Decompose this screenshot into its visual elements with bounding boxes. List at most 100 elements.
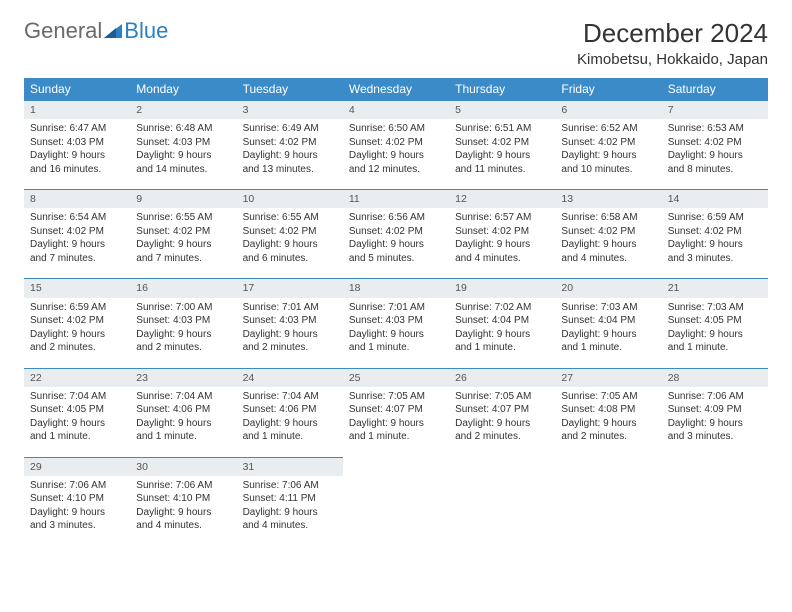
sunset-line: Sunset: 4:02 PM	[243, 225, 337, 239]
daylight-line: Daylight: 9 hours and 2 minutes.	[136, 328, 230, 355]
calendar-cell: 18Sunrise: 7:01 AMSunset: 4:03 PMDayligh…	[343, 278, 449, 367]
sunset-line: Sunset: 4:06 PM	[243, 403, 337, 417]
sunrise-line: Sunrise: 6:51 AM	[455, 122, 549, 136]
daylight-line: Daylight: 9 hours and 1 minute.	[349, 328, 443, 355]
sunrise-line: Sunrise: 7:06 AM	[30, 479, 124, 493]
sunset-line: Sunset: 4:04 PM	[455, 314, 549, 328]
weekday-header: Saturday	[662, 78, 768, 100]
header: General Blue December 2024 Kimobetsu, Ho…	[24, 18, 768, 68]
day-number: 22	[24, 368, 130, 387]
sunrise-line: Sunrise: 6:56 AM	[349, 211, 443, 225]
logo: General Blue	[24, 18, 168, 44]
sunset-line: Sunset: 4:02 PM	[561, 136, 655, 150]
day-body: Sunrise: 6:55 AMSunset: 4:02 PMDaylight:…	[130, 208, 236, 278]
sunrise-line: Sunrise: 6:57 AM	[455, 211, 549, 225]
sunset-line: Sunset: 4:02 PM	[30, 225, 124, 239]
title-block: December 2024 Kimobetsu, Hokkaido, Japan	[577, 18, 768, 68]
sunset-line: Sunset: 4:02 PM	[668, 225, 762, 239]
sunrise-line: Sunrise: 7:03 AM	[561, 301, 655, 315]
sunrise-line: Sunrise: 7:04 AM	[136, 390, 230, 404]
day-body: Sunrise: 7:05 AMSunset: 4:07 PMDaylight:…	[449, 387, 555, 457]
day-number: 17	[237, 278, 343, 297]
sunrise-line: Sunrise: 7:05 AM	[349, 390, 443, 404]
sunrise-line: Sunrise: 7:06 AM	[243, 479, 337, 493]
calendar-cell: 22Sunrise: 7:04 AMSunset: 4:05 PMDayligh…	[24, 368, 130, 457]
calendar-cell: 31Sunrise: 7:06 AMSunset: 4:11 PMDayligh…	[237, 457, 343, 546]
sunrise-line: Sunrise: 6:49 AM	[243, 122, 337, 136]
sunrise-line: Sunrise: 7:06 AM	[668, 390, 762, 404]
day-body: Sunrise: 7:06 AMSunset: 4:11 PMDaylight:…	[237, 476, 343, 546]
day-number: 2	[130, 100, 236, 119]
sunrise-line: Sunrise: 7:06 AM	[136, 479, 230, 493]
sunset-line: Sunset: 4:02 PM	[30, 314, 124, 328]
day-number: 10	[237, 189, 343, 208]
calendar-row: 1Sunrise: 6:47 AMSunset: 4:03 PMDaylight…	[24, 100, 768, 189]
calendar-cell: 15Sunrise: 6:59 AMSunset: 4:02 PMDayligh…	[24, 278, 130, 367]
sunrise-line: Sunrise: 6:55 AM	[243, 211, 337, 225]
sunset-line: Sunset: 4:06 PM	[136, 403, 230, 417]
calendar-cell	[449, 457, 555, 546]
sunset-line: Sunset: 4:02 PM	[243, 136, 337, 150]
day-number: 4	[343, 100, 449, 119]
sunset-line: Sunset: 4:02 PM	[349, 225, 443, 239]
sunrise-line: Sunrise: 6:54 AM	[30, 211, 124, 225]
day-body: Sunrise: 6:50 AMSunset: 4:02 PMDaylight:…	[343, 119, 449, 189]
calendar-cell	[662, 457, 768, 546]
daylight-line: Daylight: 9 hours and 7 minutes.	[136, 238, 230, 265]
sunrise-line: Sunrise: 6:59 AM	[668, 211, 762, 225]
day-number: 6	[555, 100, 661, 119]
month-title: December 2024	[577, 18, 768, 49]
calendar-cell: 29Sunrise: 7:06 AMSunset: 4:10 PMDayligh…	[24, 457, 130, 546]
day-number: 11	[343, 189, 449, 208]
daylight-line: Daylight: 9 hours and 3 minutes.	[668, 238, 762, 265]
day-body: Sunrise: 7:06 AMSunset: 4:09 PMDaylight:…	[662, 387, 768, 457]
sunset-line: Sunset: 4:10 PM	[30, 492, 124, 506]
calendar-cell: 4Sunrise: 6:50 AMSunset: 4:02 PMDaylight…	[343, 100, 449, 189]
daylight-line: Daylight: 9 hours and 11 minutes.	[455, 149, 549, 176]
calendar-cell	[555, 457, 661, 546]
day-body: Sunrise: 7:03 AMSunset: 4:04 PMDaylight:…	[555, 298, 661, 368]
daylight-line: Daylight: 9 hours and 2 minutes.	[561, 417, 655, 444]
calendar-cell: 8Sunrise: 6:54 AMSunset: 4:02 PMDaylight…	[24, 189, 130, 278]
day-number: 30	[130, 457, 236, 476]
daylight-line: Daylight: 9 hours and 8 minutes.	[668, 149, 762, 176]
calendar-cell: 6Sunrise: 6:52 AMSunset: 4:02 PMDaylight…	[555, 100, 661, 189]
sunset-line: Sunset: 4:05 PM	[668, 314, 762, 328]
day-body: Sunrise: 7:00 AMSunset: 4:03 PMDaylight:…	[130, 298, 236, 368]
daylight-line: Daylight: 9 hours and 1 minute.	[243, 417, 337, 444]
calendar-cell: 5Sunrise: 6:51 AMSunset: 4:02 PMDaylight…	[449, 100, 555, 189]
day-number: 31	[237, 457, 343, 476]
day-number: 12	[449, 189, 555, 208]
calendar-cell: 25Sunrise: 7:05 AMSunset: 4:07 PMDayligh…	[343, 368, 449, 457]
calendar-cell: 11Sunrise: 6:56 AMSunset: 4:02 PMDayligh…	[343, 189, 449, 278]
logo-text-general: General	[24, 18, 102, 44]
day-body: Sunrise: 7:04 AMSunset: 4:05 PMDaylight:…	[24, 387, 130, 457]
sunrise-line: Sunrise: 7:04 AM	[243, 390, 337, 404]
calendar-row: 22Sunrise: 7:04 AMSunset: 4:05 PMDayligh…	[24, 368, 768, 457]
weekday-header: Wednesday	[343, 78, 449, 100]
day-body: Sunrise: 6:51 AMSunset: 4:02 PMDaylight:…	[449, 119, 555, 189]
sunrise-line: Sunrise: 7:05 AM	[561, 390, 655, 404]
day-number: 7	[662, 100, 768, 119]
daylight-line: Daylight: 9 hours and 14 minutes.	[136, 149, 230, 176]
calendar-row: 29Sunrise: 7:06 AMSunset: 4:10 PMDayligh…	[24, 457, 768, 546]
day-number: 5	[449, 100, 555, 119]
day-number: 21	[662, 278, 768, 297]
day-body: Sunrise: 6:54 AMSunset: 4:02 PMDaylight:…	[24, 208, 130, 278]
day-body: Sunrise: 7:02 AMSunset: 4:04 PMDaylight:…	[449, 298, 555, 368]
daylight-line: Daylight: 9 hours and 10 minutes.	[561, 149, 655, 176]
sunset-line: Sunset: 4:03 PM	[243, 314, 337, 328]
calendar-cell: 20Sunrise: 7:03 AMSunset: 4:04 PMDayligh…	[555, 278, 661, 367]
daylight-line: Daylight: 9 hours and 2 minutes.	[30, 328, 124, 355]
daylight-line: Daylight: 9 hours and 3 minutes.	[668, 417, 762, 444]
calendar-cell: 13Sunrise: 6:58 AMSunset: 4:02 PMDayligh…	[555, 189, 661, 278]
day-number: 24	[237, 368, 343, 387]
daylight-line: Daylight: 9 hours and 7 minutes.	[30, 238, 124, 265]
day-body: Sunrise: 6:57 AMSunset: 4:02 PMDaylight:…	[449, 208, 555, 278]
day-number: 14	[662, 189, 768, 208]
day-body: Sunrise: 6:55 AMSunset: 4:02 PMDaylight:…	[237, 208, 343, 278]
sunset-line: Sunset: 4:03 PM	[30, 136, 124, 150]
sunset-line: Sunset: 4:09 PM	[668, 403, 762, 417]
day-number: 9	[130, 189, 236, 208]
calendar-cell: 30Sunrise: 7:06 AMSunset: 4:10 PMDayligh…	[130, 457, 236, 546]
